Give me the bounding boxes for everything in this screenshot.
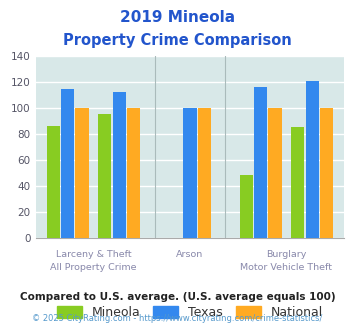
Bar <box>183 108 197 238</box>
Bar <box>47 126 60 238</box>
Text: Compared to U.S. average. (U.S. average equals 100): Compared to U.S. average. (U.S. average … <box>20 292 335 302</box>
Text: All Property Crime: All Property Crime <box>50 263 137 272</box>
Text: © 2025 CityRating.com - https://www.cityrating.com/crime-statistics/: © 2025 CityRating.com - https://www.city… <box>32 314 323 323</box>
Bar <box>291 127 305 238</box>
Bar <box>268 108 282 238</box>
Bar <box>98 115 111 238</box>
Text: Larceny & Theft: Larceny & Theft <box>56 250 131 259</box>
Bar <box>306 81 319 238</box>
Legend: Mineola, Texas, National: Mineola, Texas, National <box>53 302 327 323</box>
Text: Arson: Arson <box>176 250 203 259</box>
Text: Motor Vehicle Theft: Motor Vehicle Theft <box>240 263 332 272</box>
Bar <box>61 88 74 238</box>
Text: Burglary: Burglary <box>266 250 307 259</box>
Text: 2019 Mineola: 2019 Mineola <box>120 10 235 25</box>
Bar <box>198 108 211 238</box>
Bar <box>113 92 126 238</box>
Text: Property Crime Comparison: Property Crime Comparison <box>63 33 292 48</box>
Bar <box>320 108 333 238</box>
Bar <box>254 87 267 238</box>
Bar <box>75 108 88 238</box>
Bar <box>127 108 140 238</box>
Bar <box>240 175 253 238</box>
